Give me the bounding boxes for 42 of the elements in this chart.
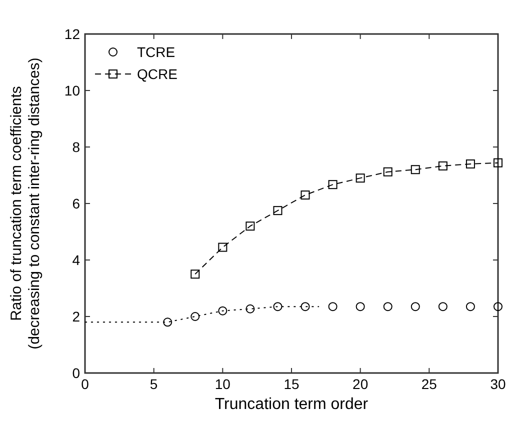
point	[383, 167, 392, 176]
point	[494, 158, 502, 168]
y-tick-label: 6	[72, 196, 80, 212]
point	[466, 159, 475, 168]
y-tick-label: 4	[72, 252, 80, 268]
point	[410, 165, 420, 174]
point	[246, 304, 255, 314]
point	[438, 302, 448, 312]
x-tick-label: 20	[352, 376, 368, 392]
point	[410, 302, 420, 312]
point	[356, 302, 365, 312]
point	[190, 312, 200, 321]
y-tick-label: 10	[64, 82, 80, 98]
y-tick-label: 0	[72, 365, 80, 381]
point	[300, 302, 310, 312]
x-tick-label: 10	[214, 376, 231, 392]
point	[466, 302, 475, 312]
legend-label: TCRE	[137, 44, 176, 60]
point	[438, 161, 448, 170]
x-tick-label: 5	[150, 376, 158, 392]
y-tick-label: 12	[64, 26, 80, 42]
x-axis-title: Truncation term order	[214, 396, 369, 413]
x-tick-label: 30	[490, 376, 506, 392]
point	[356, 174, 365, 183]
y-tick-label: 2	[72, 308, 80, 324]
point	[273, 206, 282, 216]
point	[218, 306, 228, 316]
y-tick-label: 8	[72, 139, 80, 155]
point	[383, 302, 392, 312]
point	[494, 302, 502, 312]
point	[300, 190, 310, 200]
y-axis-title: Ratio of truncation term coefficients (decreasing to constant inter-ring distances)	[8, 58, 43, 350]
point	[273, 302, 282, 312]
legend-label: QCRE	[137, 66, 178, 82]
point	[218, 242, 228, 252]
point	[246, 222, 255, 231]
point	[328, 302, 338, 312]
point	[163, 318, 172, 327]
x-tick-label: 15	[284, 376, 300, 392]
point	[190, 270, 200, 279]
x-tick-label: 25	[421, 376, 438, 392]
point	[328, 180, 338, 190]
